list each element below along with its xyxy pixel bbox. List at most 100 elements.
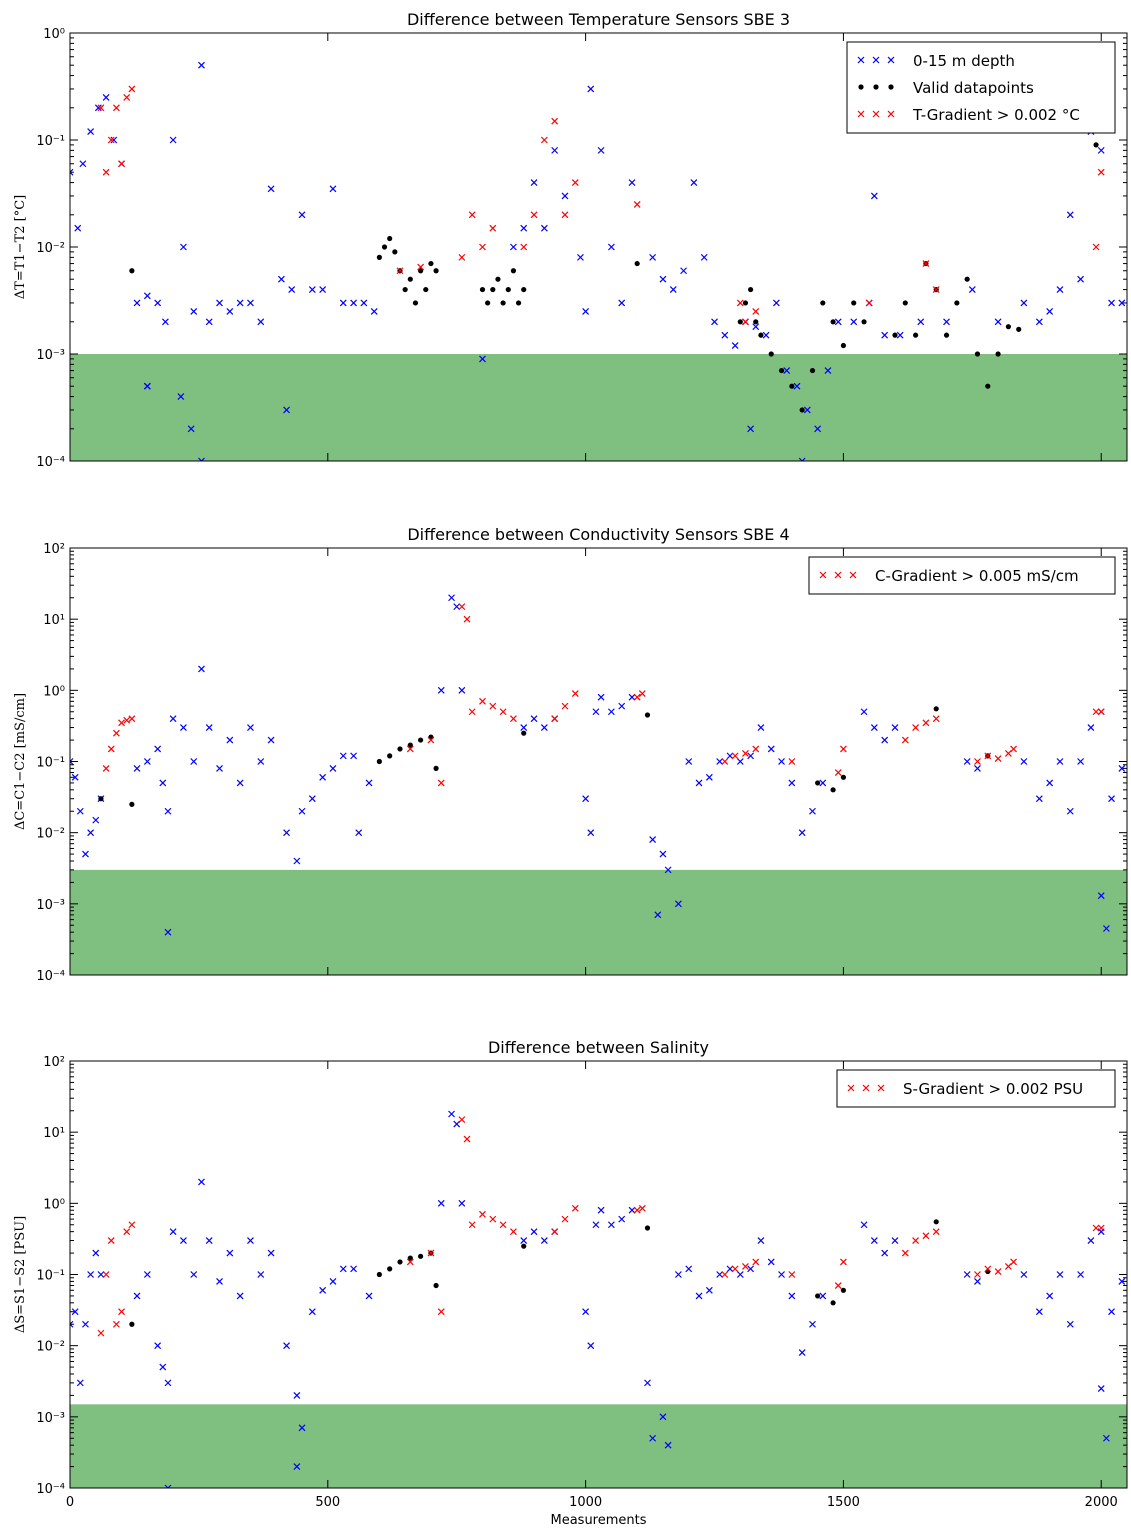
data-point [226, 307, 234, 315]
chart-title: Difference between Conductivity Sensors … [407, 525, 789, 544]
data-point [809, 1320, 816, 1328]
data-point [768, 351, 774, 357]
data-point [407, 276, 413, 282]
data-point [649, 1434, 657, 1442]
data-point [92, 816, 100, 824]
data-point [479, 355, 486, 363]
data-point [350, 752, 358, 760]
x-axis-label: Measurements [550, 1513, 646, 1528]
y-axis: 10⁻⁴ 10⁻³ 10⁻² 10⁻¹ 10⁰ 10¹ 10² [36, 542, 1127, 984]
data-point [102, 168, 110, 176]
data-point [731, 1265, 739, 1273]
data-point [112, 729, 120, 737]
data-point [387, 753, 393, 759]
data-point [97, 1329, 105, 1337]
data-point [870, 1237, 878, 1244]
data-point [329, 185, 337, 193]
data-point [582, 1308, 590, 1316]
legend-marker [819, 571, 827, 579]
chart-panel-1: 10⁻⁴ 10⁻³ 10⁻² 10⁻¹ 10⁰ Difference between Te… [13, 10, 1128, 470]
data-point [752, 745, 760, 753]
data-point [798, 1349, 806, 1356]
data-point [711, 318, 718, 326]
y-axis-label: ΔS=S1−S2 [PSU] [13, 1216, 28, 1333]
data-point [974, 758, 981, 765]
data-point [247, 724, 254, 731]
data-point [540, 224, 548, 232]
y-axis-label: ΔT=T1−T2 [°C] [13, 195, 28, 299]
data-point [396, 267, 404, 275]
chart-panel-2: 10⁻⁴ 10⁻³ 10⁻² 10⁻¹ 10⁰ 10¹ 10² Difference betw… [13, 525, 1128, 984]
data-point [489, 1215, 497, 1223]
data-point [985, 1268, 991, 1275]
data-point [468, 211, 476, 219]
data-point [92, 1249, 100, 1257]
data-point [97, 104, 105, 112]
data-point [376, 254, 382, 260]
data-point [1097, 1224, 1105, 1232]
data-point [76, 1379, 84, 1387]
data-point [803, 406, 811, 414]
data-point [597, 693, 605, 701]
data-point [984, 752, 992, 760]
data-point [1010, 745, 1017, 753]
data-point [587, 85, 595, 93]
data-point [319, 1286, 327, 1294]
data-point [540, 1237, 548, 1244]
x-tick-label: 0 [66, 1495, 74, 1510]
data-point [98, 796, 104, 802]
data-point [143, 382, 151, 390]
data-point [423, 286, 429, 293]
data-point [437, 1199, 445, 1207]
data-point [133, 764, 141, 772]
y-tick-label: 10¹ [43, 613, 65, 628]
data-point [479, 697, 486, 705]
data-point [293, 1463, 301, 1471]
data-point [365, 779, 373, 787]
data-point [839, 1258, 847, 1266]
data-point [397, 746, 403, 752]
data-point [339, 299, 347, 307]
data-point [742, 1262, 749, 1270]
data-point [901, 1249, 909, 1257]
legend-marker [847, 1084, 855, 1092]
data-point [499, 1221, 507, 1229]
data-point [298, 1424, 306, 1432]
data-point [932, 715, 940, 723]
data-point [205, 724, 213, 731]
data-point [129, 268, 135, 274]
data-point [582, 795, 590, 803]
data-point [510, 268, 517, 274]
data-point [112, 1320, 120, 1328]
data-point [530, 211, 538, 219]
data-point [257, 1271, 265, 1278]
data-point [582, 307, 590, 315]
data-point [551, 715, 559, 723]
data-point [1108, 795, 1115, 803]
data-point [865, 299, 873, 307]
data-point [607, 708, 615, 716]
data-point [747, 1265, 755, 1273]
legend-entry: T-Gradient > 0.002 °C [912, 106, 1080, 124]
data-point [412, 300, 419, 306]
data-point [428, 260, 434, 267]
data-point [350, 299, 358, 307]
data-point [180, 243, 187, 251]
data-point [892, 332, 898, 338]
legend-marker [888, 84, 894, 90]
data-point [402, 286, 408, 293]
data-points [70, 1110, 1126, 1488]
data-point [365, 1292, 373, 1300]
data-point [128, 1221, 136, 1229]
data-point [633, 200, 641, 208]
data-point [1066, 211, 1074, 219]
data-point [283, 829, 290, 837]
data-point [298, 807, 306, 815]
data-point [757, 724, 765, 731]
data-point [815, 780, 821, 786]
data-point [819, 1292, 827, 1300]
data-point [783, 367, 791, 374]
data-point [881, 736, 889, 744]
data-point [695, 779, 703, 787]
data-point [187, 425, 195, 433]
